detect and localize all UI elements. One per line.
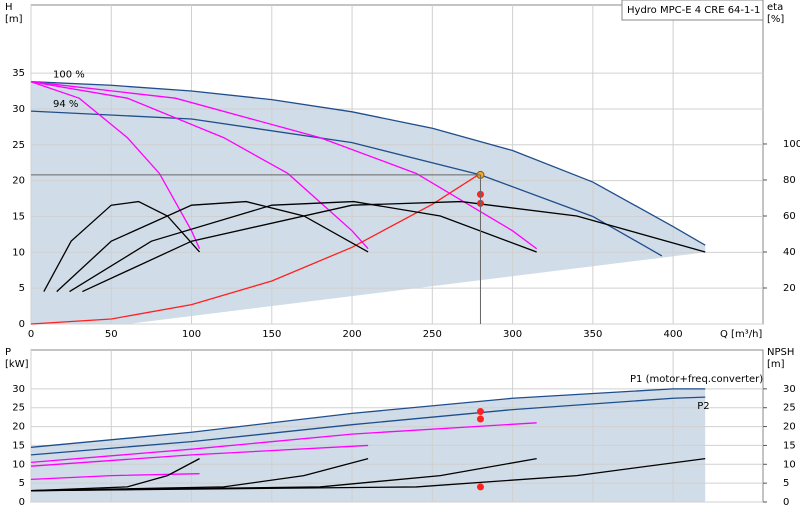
curve [30, 422, 537, 464]
chart-title: Hydro MPC-E 4 CRE 64-1-1 [627, 5, 760, 16]
y2-tick-label: 20 [783, 422, 796, 433]
curve [43, 200, 201, 292]
y2-tick-label: 15 [783, 440, 796, 451]
x-tick-label: 350 [583, 329, 602, 340]
x-tick-label: 300 [503, 329, 522, 340]
y-tick-label: 15 [12, 440, 25, 451]
y-tick-label: 35 [12, 68, 25, 79]
curve [30, 457, 706, 492]
curve [30, 396, 706, 456]
y-tick-label: 5 [19, 478, 25, 489]
curve-label: P2 [697, 401, 709, 412]
y2-axis-label: eta [767, 2, 783, 13]
y-tick-label: 30 [12, 384, 25, 395]
y-axis-label: [kW] [5, 359, 29, 370]
y2-tick-label: 10 [783, 459, 796, 470]
x-axis-label: Q [m³/h] [720, 329, 762, 340]
curve [56, 200, 369, 293]
y-tick-label: 10 [12, 247, 25, 258]
x-tick-label: 200 [343, 329, 362, 340]
x-tick-label: 100 [182, 329, 201, 340]
x-tick-label: 250 [423, 329, 442, 340]
curve [30, 81, 538, 250]
y2-axis-label: NPSH [767, 347, 794, 358]
y2-axis-label: [m] [767, 359, 785, 370]
point-marker [476, 415, 484, 423]
y-axis-label: H [5, 2, 13, 13]
title-box [621, 0, 764, 21]
y-tick-label: 0 [19, 497, 25, 508]
curve [30, 81, 706, 246]
curve [30, 444, 369, 467]
y-tick-label: 0 [19, 319, 25, 330]
point-marker [476, 483, 484, 491]
y2-tick-label: 5 [783, 478, 789, 489]
y2-axis-label: [%] [767, 14, 784, 25]
y2-tick-label: 80 [783, 175, 796, 186]
y2-tick-label: 100 [783, 139, 800, 150]
y2-tick-label: 20 [783, 283, 796, 294]
y2-tick-label: 0 [783, 497, 789, 508]
curve [30, 81, 369, 250]
curve [30, 172, 481, 325]
y2-tick-label: 60 [783, 211, 796, 222]
y-tick-label: 15 [12, 211, 25, 222]
curve-label: P1 (motor+freq.converter) [630, 374, 763, 385]
x-tick-label: 400 [664, 329, 683, 340]
x-tick-label: 0 [28, 329, 34, 340]
curve [30, 388, 706, 448]
y2-tick-label: 40 [783, 247, 796, 258]
curve [69, 200, 537, 293]
y-tick-label: 5 [19, 283, 25, 294]
curve [30, 81, 201, 249]
x-tick-label: 50 [105, 329, 118, 340]
y-tick-label: 20 [12, 176, 25, 187]
curve-label: 94 % [53, 99, 78, 110]
curve [30, 458, 200, 492]
curve [82, 200, 706, 293]
y-tick-label: 25 [12, 140, 25, 151]
point-marker [476, 407, 484, 415]
y-tick-label: 10 [12, 459, 25, 470]
y2-tick-label: 25 [783, 403, 796, 414]
y-axis-label: [m] [5, 14, 23, 25]
y-tick-label: 25 [12, 403, 25, 414]
x-tick-label: 150 [262, 329, 281, 340]
y-tick-label: 20 [12, 422, 25, 433]
y2-tick-label: 30 [783, 384, 796, 395]
y-axis-label: P [5, 347, 11, 358]
curve-label: 100 % [53, 70, 85, 81]
operating-area [31, 81, 706, 324]
y-tick-label: 30 [12, 104, 25, 115]
